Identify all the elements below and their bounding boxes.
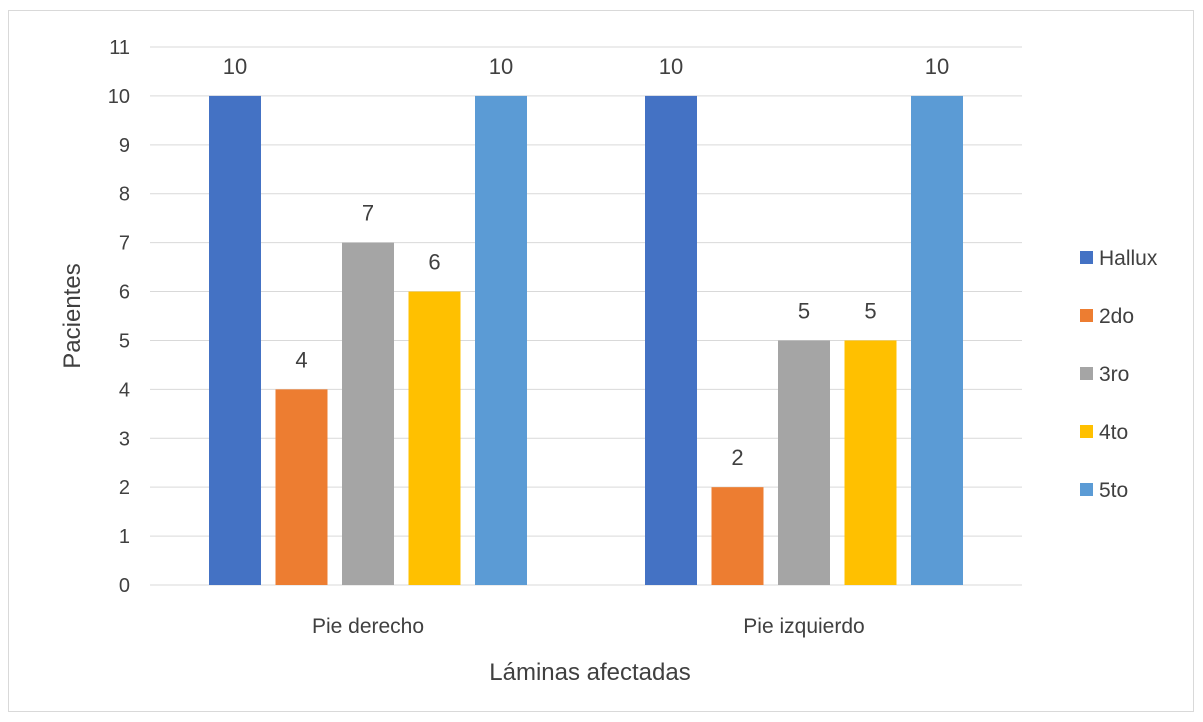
- legend-swatch-5to: [1080, 483, 1093, 496]
- bar-4to-1: [408, 291, 461, 585]
- y-tick-label: 5: [119, 330, 130, 352]
- bar-hallux-1: [209, 95, 261, 585]
- data-label: 10: [223, 54, 247, 79]
- data-label: 4: [295, 347, 307, 372]
- x-axis-ticks: Pie derecho Pie izquierdo: [312, 615, 865, 638]
- data-label: 10: [489, 54, 513, 79]
- data-label: 10: [659, 54, 683, 79]
- bar-5to-1: [475, 95, 527, 585]
- legend-swatch-4to: [1080, 425, 1093, 438]
- y-tick-label: 3: [119, 428, 130, 450]
- y-tick-label: 11: [109, 37, 130, 59]
- data-label: 10: [925, 54, 949, 79]
- bar-5to-2: [911, 95, 963, 585]
- y-tick-label: 0: [119, 575, 130, 597]
- data-labels: 10 4 7 6 10 10 2 5 5 10: [223, 54, 949, 470]
- bar-4to-2: [844, 340, 897, 585]
- data-label: 6: [428, 250, 440, 275]
- legend-label-4to: 4to: [1099, 421, 1128, 444]
- x-tick-label: Pie derecho: [312, 615, 424, 638]
- y-axis-title: Pacientes: [59, 263, 86, 368]
- legend: Hallux 2do 3ro 4to 5to: [1080, 247, 1158, 502]
- bar-3ro-1: [342, 242, 394, 586]
- chart-frame: [8, 10, 1194, 712]
- bar-hallux-2: [645, 95, 697, 585]
- bar-2do-1: [275, 389, 328, 585]
- y-tick-label: 6: [119, 282, 130, 304]
- y-tick-label: 7: [119, 233, 130, 255]
- legend-label-5to: 5to: [1099, 479, 1128, 502]
- legend-label-3ro: 3ro: [1099, 363, 1129, 386]
- bar-2do-2: [711, 487, 764, 585]
- data-label: 2: [731, 445, 743, 470]
- legend-swatch-2do: [1080, 309, 1093, 322]
- legend-label-2do: 2do: [1099, 305, 1134, 328]
- y-tick-label: 9: [119, 135, 130, 157]
- legend-swatch-3ro: [1080, 367, 1093, 380]
- bars: [209, 95, 963, 586]
- x-axis-title: Láminas afectadas: [489, 659, 690, 686]
- y-tick-label: 8: [119, 184, 130, 206]
- data-label: 5: [864, 298, 876, 323]
- legend-label-hallux: Hallux: [1099, 247, 1158, 270]
- x-tick-label: Pie izquierdo: [743, 615, 864, 638]
- data-label: 7: [362, 201, 374, 226]
- y-tick-label: 1: [119, 526, 130, 548]
- data-label: 5: [798, 298, 810, 323]
- y-axis-ticks: 0 1 2 3 4 5 6 7 8 9 10 11: [108, 37, 130, 597]
- legend-swatch-hallux: [1080, 251, 1093, 264]
- y-tick-label: 2: [119, 477, 130, 499]
- y-tick-label: 4: [119, 379, 130, 401]
- y-tick-label: 10: [108, 86, 130, 108]
- bar-3ro-2: [778, 340, 830, 585]
